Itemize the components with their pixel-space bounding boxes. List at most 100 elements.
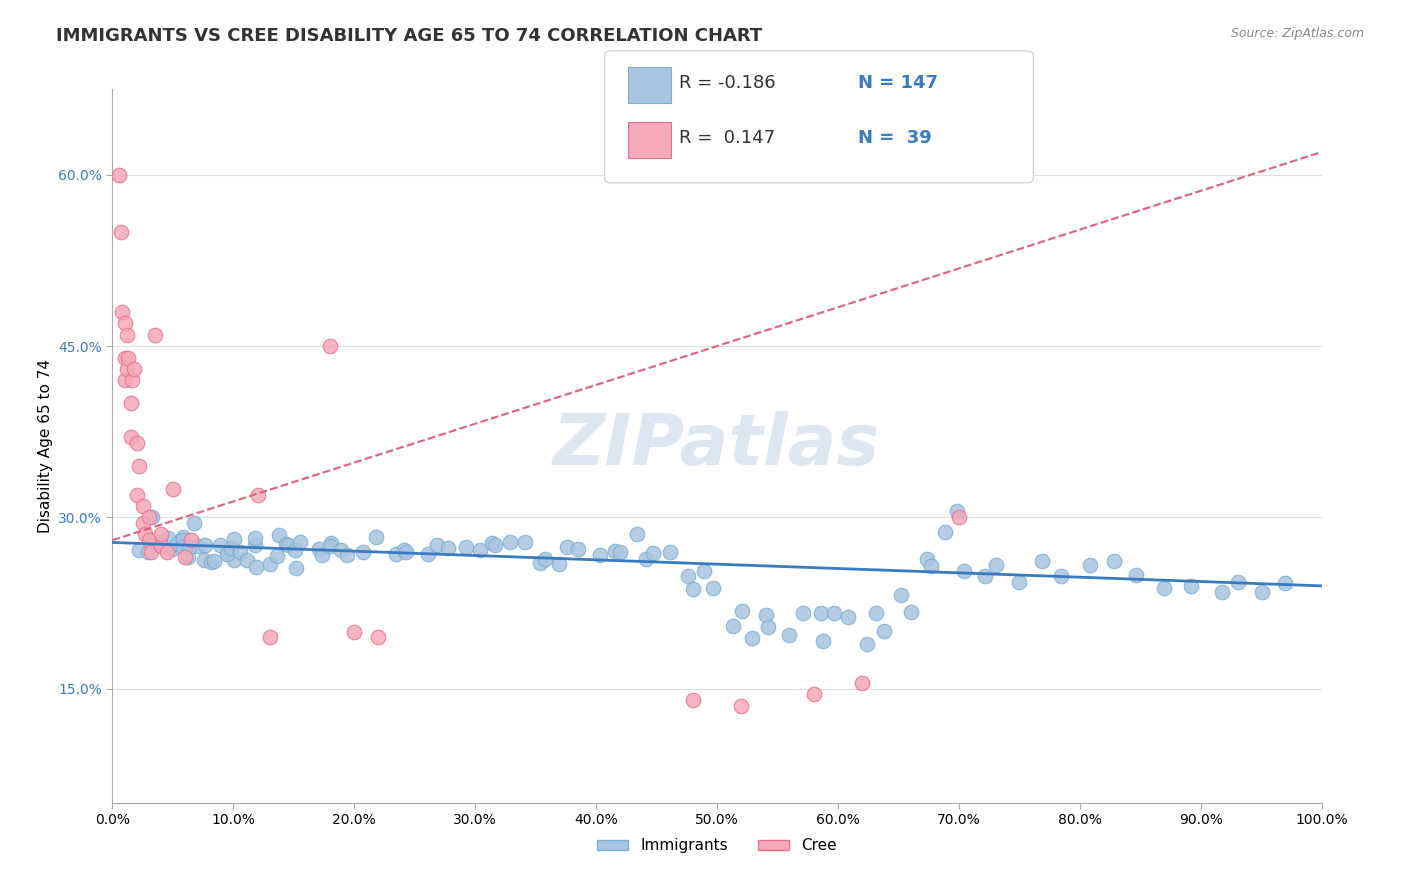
Text: N = 147: N = 147 [858, 74, 938, 92]
Point [682, 693, 704, 707]
Point [107, 168, 129, 182]
Point [172, 530, 194, 544]
Point [948, 510, 970, 524]
Point [277, 538, 299, 552]
Point [274, 537, 297, 551]
Point [121, 373, 143, 387]
Point [222, 553, 245, 567]
Point [288, 534, 311, 549]
Point [114, 351, 136, 365]
Point [141, 544, 163, 558]
Point [115, 362, 138, 376]
Point [343, 624, 366, 639]
Point [609, 544, 631, 558]
Point [813, 634, 835, 648]
Point [149, 534, 172, 549]
Point [166, 537, 188, 551]
Point [172, 541, 194, 555]
Point [114, 373, 136, 387]
Point [204, 554, 226, 568]
Point [200, 555, 222, 569]
Point [810, 606, 832, 620]
Point [394, 542, 416, 557]
Point [395, 545, 418, 559]
Point [755, 608, 778, 623]
Point [865, 606, 887, 620]
Point [693, 564, 716, 578]
Point [1031, 554, 1053, 568]
Point [855, 637, 877, 651]
Point [636, 552, 658, 566]
Point [319, 536, 342, 550]
Point [548, 557, 571, 571]
Point [160, 542, 183, 557]
Point [851, 676, 873, 690]
Point [534, 551, 557, 566]
Point [986, 558, 1008, 572]
Point [837, 610, 859, 624]
Point [180, 533, 202, 548]
Point [953, 564, 976, 578]
Point [823, 606, 845, 620]
Point [177, 540, 200, 554]
Point [1251, 585, 1274, 599]
Point [873, 624, 896, 638]
Point [721, 619, 744, 633]
Point [219, 541, 242, 555]
Point [132, 516, 155, 530]
Point [117, 351, 139, 365]
Point [134, 527, 156, 541]
Point [209, 538, 232, 552]
Point [215, 547, 238, 561]
Point [470, 542, 492, 557]
Point [319, 339, 342, 353]
Point [426, 538, 449, 552]
Point [973, 569, 995, 583]
Point [1104, 554, 1126, 568]
Point [183, 516, 205, 530]
Point [626, 527, 648, 541]
Point [149, 539, 172, 553]
Point [177, 550, 200, 565]
Point [481, 535, 503, 549]
Point [499, 535, 522, 549]
Point [114, 316, 136, 330]
Point [1180, 578, 1202, 592]
Point [890, 588, 912, 602]
Text: IMMIGRANTS VS CREE DISABILITY AGE 65 TO 74 CORRELATION CHART: IMMIGRANTS VS CREE DISABILITY AGE 65 TO … [56, 27, 762, 45]
Point [336, 548, 359, 562]
Point [589, 548, 612, 562]
Point [529, 557, 551, 571]
Point [1050, 568, 1073, 582]
Point [567, 541, 589, 556]
Point [141, 509, 163, 524]
Point [120, 396, 142, 410]
Point [352, 544, 374, 558]
Text: N =  39: N = 39 [858, 129, 931, 147]
Point [259, 558, 281, 572]
Point [603, 543, 626, 558]
Point [259, 630, 281, 644]
Point [136, 545, 159, 559]
Point [157, 531, 180, 545]
Point [193, 552, 215, 566]
Point [143, 327, 166, 342]
Point [285, 561, 308, 575]
Point [367, 630, 389, 644]
Point [245, 560, 267, 574]
Point [803, 687, 825, 701]
Point [756, 619, 779, 633]
Point [308, 542, 330, 557]
Point [174, 550, 197, 565]
Point [730, 604, 752, 618]
Point [176, 539, 198, 553]
Point [484, 538, 506, 552]
Point [792, 607, 814, 621]
Point [920, 558, 942, 573]
Point [246, 487, 269, 501]
Point [366, 530, 388, 544]
Point [243, 538, 266, 552]
Point [643, 546, 665, 560]
Point [111, 305, 134, 319]
Point [194, 538, 217, 552]
